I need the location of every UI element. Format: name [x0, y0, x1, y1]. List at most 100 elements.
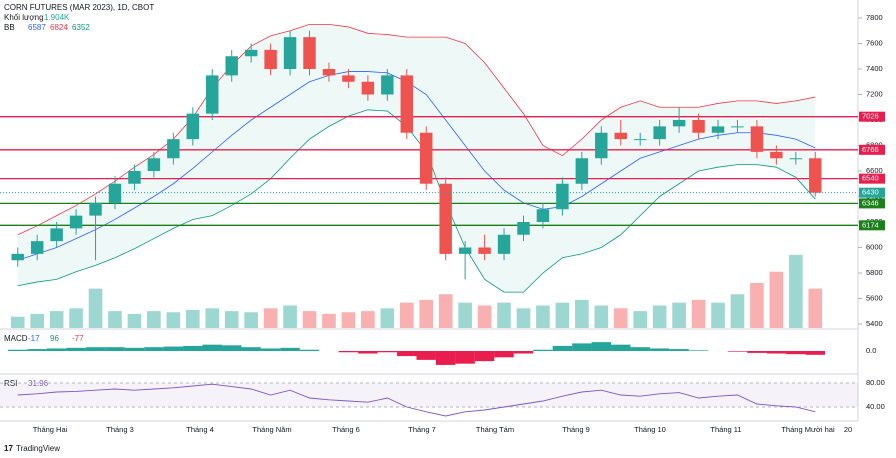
volume-bar [69, 308, 83, 328]
macd-bar [435, 351, 456, 365]
bb-values: 6587 [28, 23, 46, 32]
candle-body [283, 37, 297, 69]
volume-bar [769, 271, 784, 328]
macd-label: MACD [4, 334, 28, 343]
volume-bar [536, 305, 550, 328]
candle-body [108, 183, 122, 203]
candle-body [633, 139, 647, 141]
volume-bar [224, 311, 239, 328]
macd-bar [144, 347, 164, 351]
level-label-bg [859, 111, 885, 122]
bollinger-line [17, 109, 816, 293]
candle-body [50, 228, 63, 242]
macd-bar [630, 347, 650, 351]
candle-body [595, 132, 608, 159]
x-tick-label: Tháng Tám [476, 425, 514, 434]
macd-bar [649, 348, 670, 351]
volume-bar [594, 305, 609, 328]
brand: TradingView [16, 444, 60, 453]
volume-bar [750, 283, 764, 328]
chart-title: CORN FUTURES (MAR 2023), 1D, CBOT [4, 3, 154, 12]
macd-bar [572, 343, 592, 351]
candle-body [750, 126, 764, 152]
candle-body [167, 139, 180, 159]
macd-bar [27, 349, 47, 351]
candle-body [789, 158, 803, 160]
volume-bar [555, 302, 570, 328]
candle-body [225, 56, 238, 76]
x-tick-label: Tháng 9 [562, 425, 590, 434]
y-tick-label: 6000 [866, 242, 883, 251]
macd-bar [358, 351, 378, 354]
last-price-bg [859, 187, 885, 198]
candle-body [30, 241, 44, 254]
y-tick-label: 5800 [866, 268, 883, 277]
macd-bar [786, 351, 806, 355]
macd-bar [805, 351, 825, 355]
macd-bar [611, 344, 631, 351]
macd-bar [338, 351, 359, 353]
macd-bar [494, 351, 514, 358]
volume-bar [633, 311, 648, 328]
bb-values: 6352 [72, 23, 90, 32]
volume-bar [789, 254, 803, 328]
rsi-value: 31.96 [28, 379, 49, 388]
y-tick-label: 6600 [866, 166, 883, 175]
bb-label: BB [4, 23, 15, 32]
macd-bar [280, 347, 300, 351]
volume-bar [575, 299, 589, 328]
candle-body [478, 247, 491, 254]
bollinger-line [17, 71, 816, 261]
macd-bar [455, 351, 475, 364]
candle-body [517, 222, 530, 235]
volume-bar [147, 311, 161, 328]
volume-bar [108, 311, 122, 328]
volume-bar [244, 312, 258, 328]
macd-bar [688, 350, 709, 351]
candle-body [206, 75, 219, 114]
macd-bar [8, 349, 28, 351]
macd-bar [163, 346, 184, 351]
x-tick-label: Tháng 4 [186, 425, 214, 434]
macd-bar [766, 351, 787, 354]
candle-body [342, 75, 355, 82]
level-label-bg [859, 198, 885, 209]
candle-body [711, 126, 725, 133]
x-tick-label: Tháng 3 [106, 425, 134, 434]
candle-body [653, 126, 666, 140]
y-tick-label: 5400 [866, 319, 883, 328]
candle-body [69, 215, 83, 229]
macd-bar [124, 347, 145, 351]
candle-body [497, 234, 511, 254]
candle-body [575, 158, 589, 184]
candle-body [439, 183, 452, 254]
level-label-bg [859, 220, 885, 231]
x-tick-label: Tháng Năm [252, 425, 291, 434]
level-label: 7026 [862, 112, 879, 121]
volume-bar [10, 316, 25, 328]
volume-label: Khối lượng [4, 13, 44, 22]
y-tick-label: 7200 [866, 89, 883, 98]
candle-body [186, 113, 200, 140]
macd-bar [533, 349, 553, 351]
candle-body [556, 183, 569, 210]
macd-values: -77 [72, 334, 84, 343]
macd-bar [260, 348, 281, 351]
rsi-band [0, 383, 858, 407]
level-label: 6346 [862, 198, 879, 207]
candle-body [89, 202, 102, 216]
y-tick-label: 7600 [866, 38, 883, 47]
macd-bar [241, 347, 261, 351]
candle-body [458, 247, 472, 254]
volume-bar [263, 308, 278, 328]
level-label: 6766 [862, 145, 879, 154]
candle-body [147, 158, 161, 171]
volume-bar [283, 305, 297, 328]
candle-body [11, 253, 24, 261]
macd-bar [397, 351, 417, 357]
rsi-tick-label: 80.00 [866, 378, 885, 387]
bb-values: 6824 [50, 23, 68, 32]
candle-body [128, 171, 141, 184]
volume-bar [691, 299, 706, 328]
